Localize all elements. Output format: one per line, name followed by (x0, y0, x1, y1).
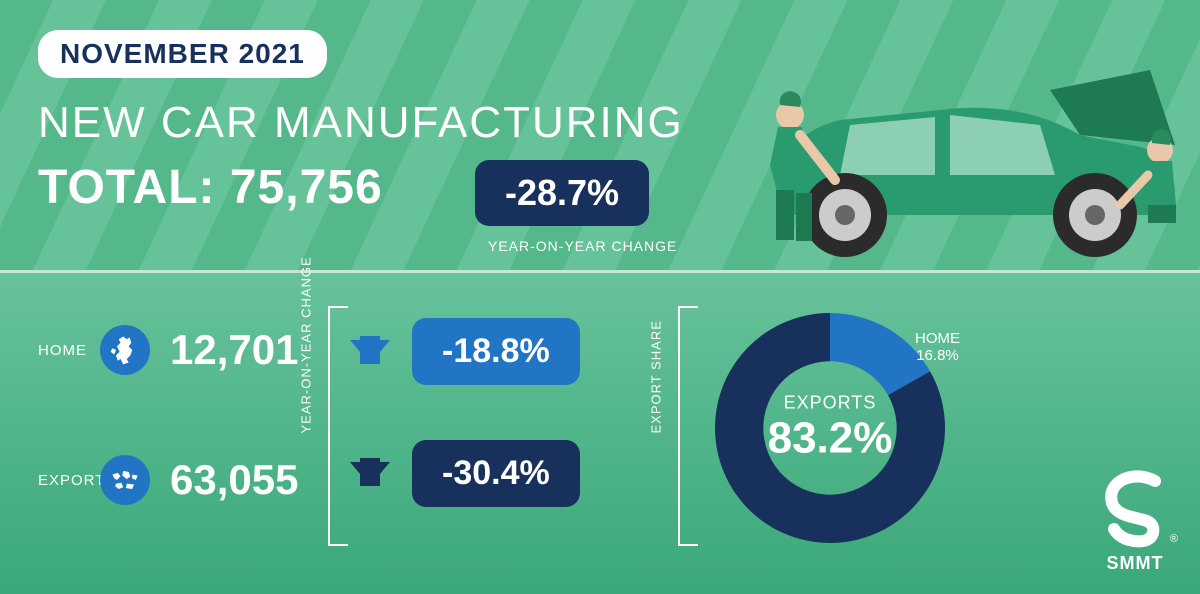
yoy-change-badge: -28.7% (475, 160, 649, 226)
home-stat-row: HOME 12,701 (38, 325, 298, 375)
export-stat-row: EXPORT 63,055 (38, 455, 298, 505)
donut-center: EXPORTS 83.2% (768, 393, 893, 464)
yoy-change-label: YEAR-ON-YEAR CHANGE (488, 238, 677, 254)
export-share-column: EXPORT SHARE EXPORTS 83.2% HOME 16.8% (700, 298, 950, 548)
down-arrow-icon (350, 462, 390, 486)
globe-icon (100, 455, 150, 505)
home-change-badge: -18.8% (412, 318, 580, 385)
total-label: TOTAL: (38, 161, 216, 214)
home-label: HOME (38, 342, 100, 359)
yoy-change-column: YEAR-ON-YEAR CHANGE -18.8% -30.4% (350, 298, 580, 562)
total-line: TOTAL: 75,756 (38, 160, 383, 215)
donut-home-label: HOME 16.8% (915, 330, 960, 364)
yoy-bracket (328, 306, 348, 546)
date-badge: NOVEMBER 2021 (38, 30, 327, 78)
logo-text: SMMT (1100, 553, 1170, 574)
export-share-donut-chart: EXPORTS 83.2% HOME 16.8% (710, 308, 950, 548)
stats-column: HOME 12,701 EXPORT 63,055 (38, 325, 298, 585)
down-arrow-icon (350, 340, 390, 364)
yoy-section-label: YEAR-ON-YEAR CHANGE (299, 256, 314, 433)
car-illustration (700, 35, 1200, 265)
uk-map-icon (100, 325, 150, 375)
smmt-logo: ® SMMT (1100, 469, 1170, 574)
export-share-label: EXPORT SHARE (649, 320, 664, 433)
export-label: EXPORT (38, 472, 100, 489)
donut-center-label: EXPORTS (768, 393, 893, 414)
export-share-bracket (678, 306, 698, 546)
home-value: 12,701 (170, 326, 298, 374)
export-change-badge: -30.4% (412, 440, 580, 507)
header-section: NOVEMBER 2021 NEW CAR MANUFACTURING TOTA… (0, 0, 1200, 270)
total-value: 75,756 (230, 161, 383, 214)
stats-section: HOME 12,701 EXPORT 63,055 (0, 270, 1200, 594)
home-change-row: -18.8% (350, 318, 580, 385)
donut-center-value: 83.2% (768, 414, 893, 464)
page-title: NEW CAR MANUFACTURING (38, 98, 684, 148)
export-value: 63,055 (170, 456, 298, 504)
export-change-row: -30.4% (350, 440, 580, 507)
